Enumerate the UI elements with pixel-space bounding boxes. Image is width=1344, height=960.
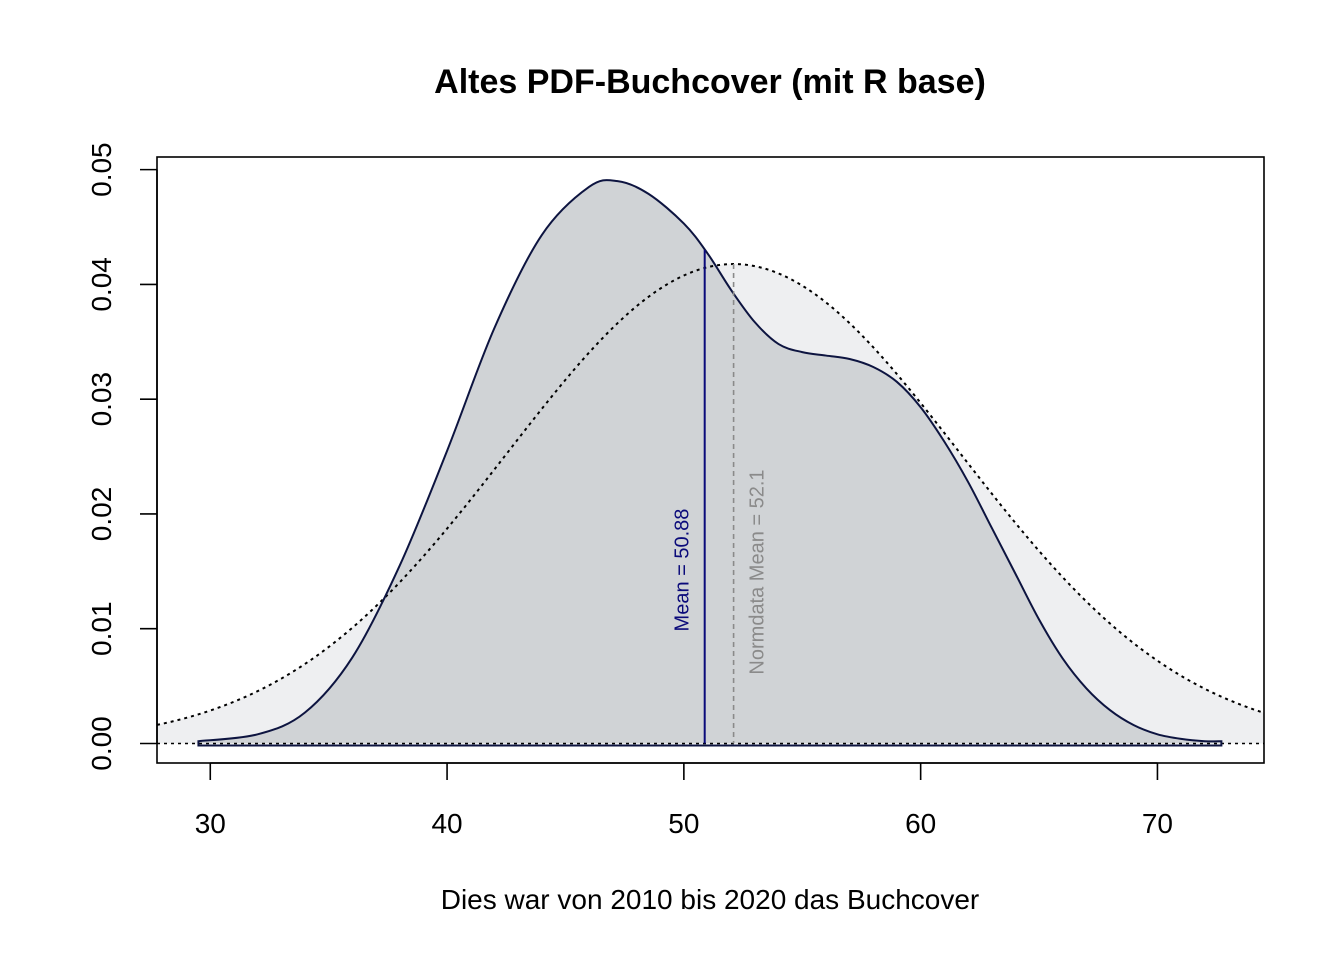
plot-area <box>157 179 1264 747</box>
density-curve-line <box>197 179 1223 747</box>
y-tick-label: 0.00 <box>86 716 117 771</box>
x-tick-label: 50 <box>668 808 699 839</box>
y-tick-label: 0.04 <box>86 257 117 312</box>
x-axis-label: Dies war von 2010 bis 2020 das Buchcover <box>441 884 980 915</box>
y-tick-label: 0.01 <box>86 601 117 656</box>
y-tick-label: 0.03 <box>86 372 117 427</box>
x-tick-label: 60 <box>905 808 936 839</box>
x-axis: 30 40 50 60 70 <box>195 762 1173 839</box>
y-axis: 0.00 0.01 0.02 0.03 0.04 0.05 <box>86 142 158 771</box>
mean-label: Mean = 50.88 <box>672 509 694 632</box>
normdata-mean-label: Normdata Mean = 52.1 <box>747 469 769 674</box>
y-tick-label: 0.02 <box>86 487 117 542</box>
x-tick-label: 40 <box>431 808 462 839</box>
chart-title: Altes PDF-Buchcover (mit R base) <box>434 63 986 101</box>
density-curve-area <box>198 180 1222 744</box>
x-tick-label: 70 <box>1142 808 1173 839</box>
x-tick-label: 30 <box>195 808 226 839</box>
normal-curve-line <box>157 263 1264 726</box>
y-tick-label: 0.05 <box>86 142 117 197</box>
